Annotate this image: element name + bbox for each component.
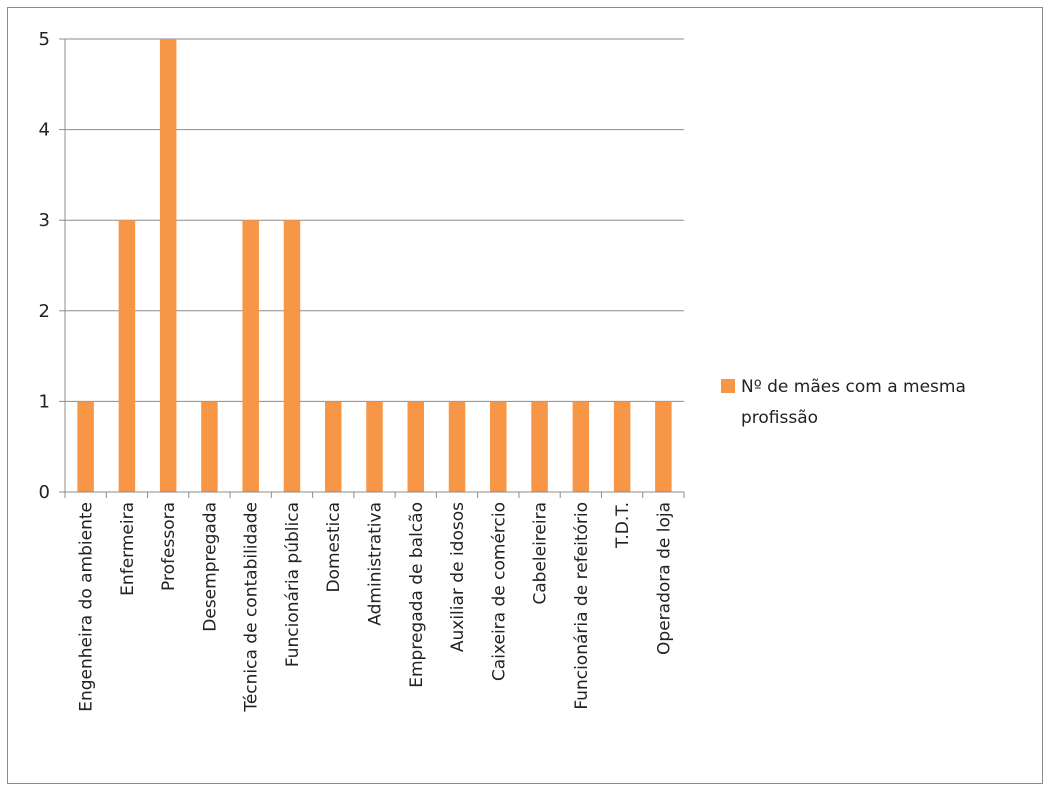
x-tick-label: Auxiliar de idosos: [448, 502, 468, 652]
bar: [613, 401, 631, 492]
bar: [531, 401, 548, 492]
bar: [407, 401, 425, 492]
gridlines: [65, 38, 684, 402]
bar: [242, 220, 259, 492]
x-tick-label: Desempregada: [200, 502, 220, 632]
y-tick-label: 0: [39, 482, 50, 503]
bar: [77, 401, 94, 492]
x-tick-label: Funcionária pública: [283, 502, 303, 667]
bar: [572, 401, 590, 492]
x-tick-label: Operadora de loja: [654, 502, 674, 655]
x-tick-labels: Engenheira do ambiente Enfermeira Professo…: [77, 502, 675, 713]
bars: [77, 39, 672, 492]
x-tick-label: Cabeleireira: [531, 502, 551, 605]
x-tick-label: Administrativa: [366, 502, 386, 626]
x-tick-label: Enfermeira: [118, 502, 138, 596]
y-tick-label: 5: [39, 29, 50, 50]
bar: [283, 220, 301, 492]
x-tick-label: Técnica de contabilidade: [242, 502, 262, 713]
chart-frame: 0 1 2 3 4 5 Engenheira do ambiente Enfermeira P…: [7, 7, 1043, 784]
bar: [366, 401, 383, 492]
bar-chart: 0 1 2 3 4 5 Engenheira do ambiente Enfermeira P…: [39, 29, 966, 713]
legend-label-line-2: profissão: [741, 408, 818, 428]
legend-swatch: [721, 379, 735, 393]
y-tick-label: 1: [39, 391, 50, 412]
y-tick-label: 4: [39, 120, 50, 141]
bar: [448, 401, 466, 492]
x-tick-label: Professora: [159, 502, 179, 591]
x-tick-label: Funcionária de refeitório: [572, 502, 592, 710]
legend-label-line-1: Nº de mães com a mesma: [741, 377, 966, 397]
x-tick-label: Empregada de balcão: [407, 502, 427, 688]
bar: [159, 39, 177, 492]
bar: [324, 401, 342, 492]
x-tick-label: Engenheira do ambiente: [77, 502, 97, 712]
legend: Nº de mães com a mesma profissão: [721, 377, 966, 428]
x-tick-label: Domestica: [324, 502, 344, 593]
bar: [655, 401, 672, 492]
axes: [59, 38, 685, 498]
y-tick-label: 2: [39, 301, 50, 322]
bar: [118, 220, 136, 492]
bar: [490, 401, 507, 492]
bar: [201, 401, 218, 492]
x-tick-label: Caixeira de comércio: [489, 502, 509, 681]
y-tick-labels: 0 1 2 3 4 5: [39, 29, 50, 503]
y-tick-label: 3: [39, 210, 50, 231]
x-tick-label: T.D.T.: [613, 502, 633, 549]
